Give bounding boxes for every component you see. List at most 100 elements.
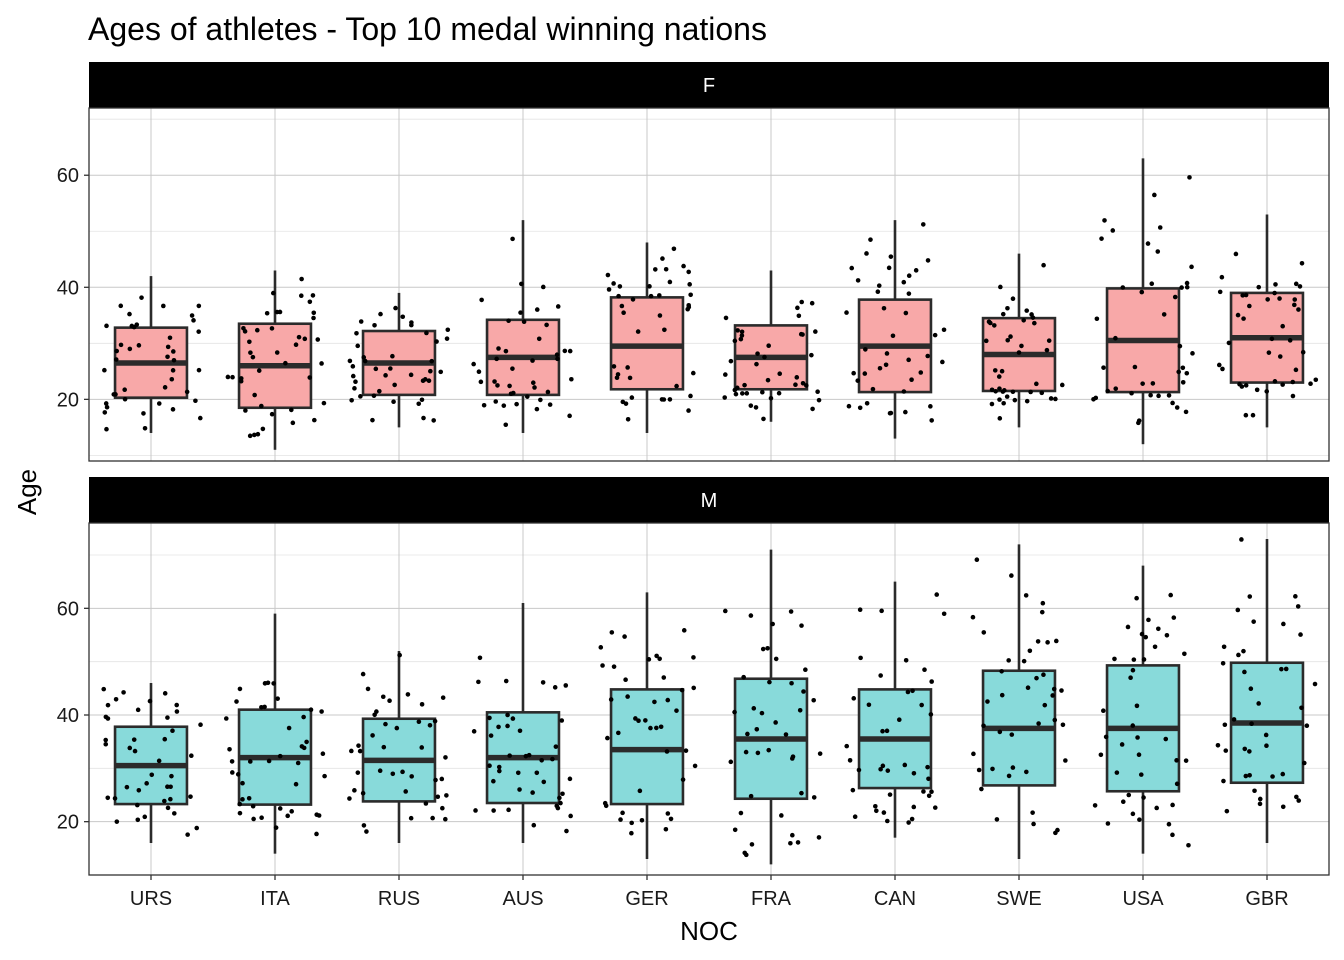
data-point — [358, 394, 363, 399]
data-point — [997, 397, 1002, 402]
data-point — [1152, 644, 1158, 650]
data-point — [1154, 805, 1159, 811]
data-point — [926, 793, 932, 799]
jitter-points — [223, 680, 327, 837]
data-point — [162, 691, 168, 696]
data-point — [277, 753, 283, 759]
data-point — [1155, 249, 1161, 254]
data-point — [568, 813, 573, 819]
data-point — [765, 377, 771, 383]
data-point — [1125, 624, 1131, 630]
data-point — [846, 403, 852, 409]
data-point — [1184, 284, 1190, 290]
data-point — [416, 401, 422, 407]
data-point — [1170, 802, 1175, 808]
data-point — [734, 385, 740, 391]
data-point — [989, 401, 995, 407]
data-point — [1221, 778, 1226, 784]
data-point — [374, 709, 379, 714]
box-AUS — [485, 220, 561, 433]
data-point — [884, 728, 890, 734]
data-point — [1170, 400, 1175, 406]
jitter-points — [471, 236, 574, 428]
data-point — [681, 628, 687, 633]
data-point — [563, 683, 569, 688]
data-point — [1180, 380, 1186, 385]
data-point — [910, 688, 915, 694]
data-point — [688, 393, 693, 399]
data-point — [998, 284, 1003, 290]
data-point — [659, 397, 665, 402]
data-point — [510, 716, 516, 721]
data-point — [1265, 297, 1270, 302]
data-point — [433, 777, 438, 783]
data-point — [377, 768, 383, 773]
data-point — [250, 803, 256, 809]
data-point — [540, 680, 546, 685]
data-point — [1293, 367, 1299, 373]
data-point — [567, 776, 573, 782]
data-point — [1034, 675, 1039, 681]
data-point — [188, 794, 193, 799]
data-point — [1016, 350, 1022, 355]
data-point — [997, 386, 1002, 391]
data-point — [390, 353, 395, 359]
data-point — [259, 403, 264, 409]
data-point — [295, 760, 301, 766]
data-point — [671, 246, 677, 252]
data-point — [639, 817, 645, 823]
data-point — [1277, 296, 1282, 301]
data-point — [1006, 658, 1011, 663]
data-point — [929, 679, 934, 684]
data-point — [723, 315, 729, 321]
data-point — [637, 788, 643, 794]
data-point — [127, 311, 132, 317]
data-point — [794, 375, 800, 380]
data-point — [1242, 746, 1248, 752]
data-point — [1010, 389, 1016, 395]
data-point — [755, 351, 760, 356]
box-FRA — [733, 549, 809, 865]
data-point — [169, 773, 174, 779]
data-point — [1113, 335, 1118, 341]
data-point — [1174, 405, 1180, 410]
data-point — [171, 349, 176, 354]
data-point — [430, 815, 435, 821]
data-point — [315, 337, 321, 342]
data-point — [855, 378, 861, 383]
data-point — [1292, 297, 1298, 302]
data-point — [358, 319, 364, 324]
data-point — [165, 784, 170, 790]
data-point — [487, 715, 492, 721]
data-point — [1134, 595, 1139, 601]
data-point — [1035, 639, 1041, 644]
data-point — [723, 608, 728, 614]
data-point — [754, 726, 760, 732]
data-point — [380, 694, 386, 700]
data-point — [686, 302, 691, 308]
data-point — [844, 743, 850, 749]
data-point — [849, 265, 855, 271]
data-point — [777, 371, 783, 377]
data-point — [997, 416, 1003, 421]
data-point — [755, 750, 761, 756]
data-point — [361, 355, 367, 360]
data-point — [1021, 317, 1026, 323]
data-point — [141, 411, 146, 416]
data-point — [562, 348, 568, 354]
data-point — [501, 403, 507, 408]
data-point — [554, 803, 560, 809]
data-point — [560, 791, 565, 797]
data-point — [611, 281, 616, 286]
data-point — [1256, 284, 1262, 290]
data-point — [816, 835, 822, 840]
x-tick-label-USA: USA — [1122, 888, 1164, 910]
data-point — [544, 322, 549, 328]
data-point — [491, 808, 496, 813]
data-point — [252, 392, 257, 398]
data-point — [999, 692, 1005, 698]
data-point — [554, 352, 560, 357]
data-point — [1257, 801, 1263, 807]
data-point — [505, 712, 510, 718]
